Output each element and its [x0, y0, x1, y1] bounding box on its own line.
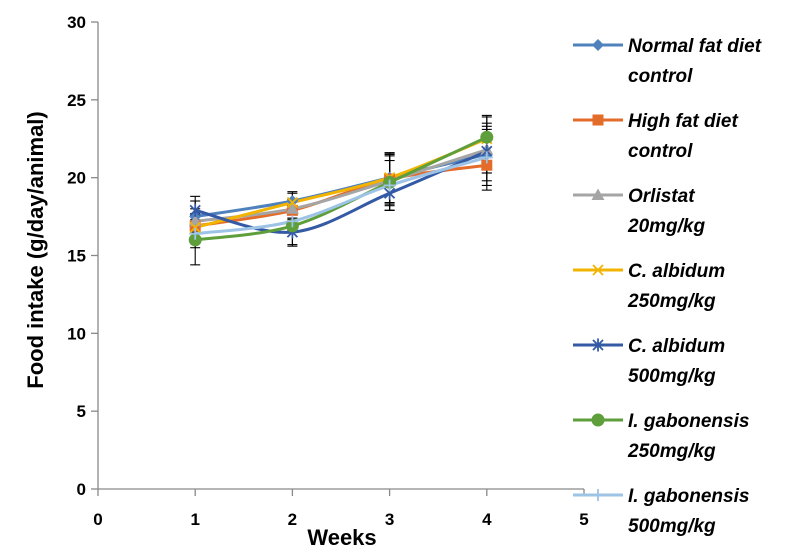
legend-marker: [592, 39, 604, 51]
legend-label: 20mg/kg: [627, 216, 705, 237]
legend-label: C. albidum: [628, 261, 725, 282]
x-tick-label: 0: [93, 510, 102, 529]
series-line: [193, 155, 489, 236]
data-point: [285, 202, 299, 214]
data-point: [480, 151, 493, 164]
y-tick-label: 0: [77, 480, 86, 499]
legend-label: Orlistat: [628, 186, 695, 207]
y-ticks: 0 5 10 15 20 25 30: [67, 13, 98, 499]
legend-label: I. gabonensis: [628, 411, 749, 432]
legend-item: Orlistat 20mg/kg: [573, 186, 705, 237]
legend-item: I. gabonensis 250mg/kg: [573, 411, 749, 462]
legend-item: Normal fat diet control: [573, 36, 762, 87]
x-tick-label: 5: [579, 510, 588, 529]
y-tick-label: 5: [77, 402, 86, 421]
legend-label: I. gabonensis: [628, 486, 749, 507]
x-ticks: 0 1 2 3 4 5: [93, 489, 589, 529]
data-point: [286, 215, 299, 228]
legend-label: High fat diet: [628, 111, 738, 132]
legend-marker: [591, 188, 605, 200]
axes: [97, 22, 584, 490]
y-tick-label: 15: [67, 247, 86, 266]
data-point: [189, 203, 201, 217]
legend-label: Normal fat diet: [628, 36, 762, 57]
data-point: [189, 227, 202, 240]
y-tick-label: 20: [67, 169, 86, 188]
data-point: [286, 195, 299, 208]
legend-marker: [592, 264, 604, 276]
legend-item: C. albidum 500mg/kg: [573, 336, 725, 387]
legend-item: High fat diet control: [573, 111, 738, 162]
legend: Normal fat diet control High fat diet contr…: [573, 36, 762, 537]
y-tick-label: 25: [67, 91, 86, 110]
y-tick-label: 30: [67, 13, 86, 32]
data-point: [188, 233, 202, 247]
x-tick-label: 3: [385, 510, 394, 529]
legend-item: I. gabonensis 500mg/kg: [573, 486, 749, 537]
legend-marker: [592, 338, 604, 352]
legend-item: C. albidum 250mg/kg: [573, 261, 725, 312]
x-tick-label: 1: [190, 510, 199, 529]
legend-label: C. albidum: [628, 336, 725, 357]
legend-label: 250mg/kg: [627, 291, 716, 312]
y-tick-label: 10: [67, 324, 86, 343]
legend-marker: [592, 114, 604, 126]
legend-marker: [592, 489, 604, 501]
series-line: [193, 137, 489, 229]
series-markers: [188, 130, 494, 247]
data-point: [480, 130, 494, 144]
legend-label: 500mg/kg: [628, 366, 716, 387]
legend-label: 500mg/kg: [628, 516, 716, 537]
legend-label: 250mg/kg: [627, 441, 716, 462]
x-tick-label: 2: [288, 510, 297, 529]
data-point: [189, 221, 201, 234]
x-tick-label: 4: [482, 510, 492, 529]
data-point: [481, 159, 493, 171]
legend-label: control: [628, 66, 693, 87]
legend-label: control: [628, 141, 693, 162]
y-axis-title: Food intake (g/day/animal): [23, 111, 48, 388]
data-point: [286, 196, 299, 209]
data-point: [383, 179, 396, 192]
series-lines: [193, 135, 489, 242]
x-axis-title: Weeks: [307, 525, 376, 549]
legend-marker: [591, 413, 605, 427]
